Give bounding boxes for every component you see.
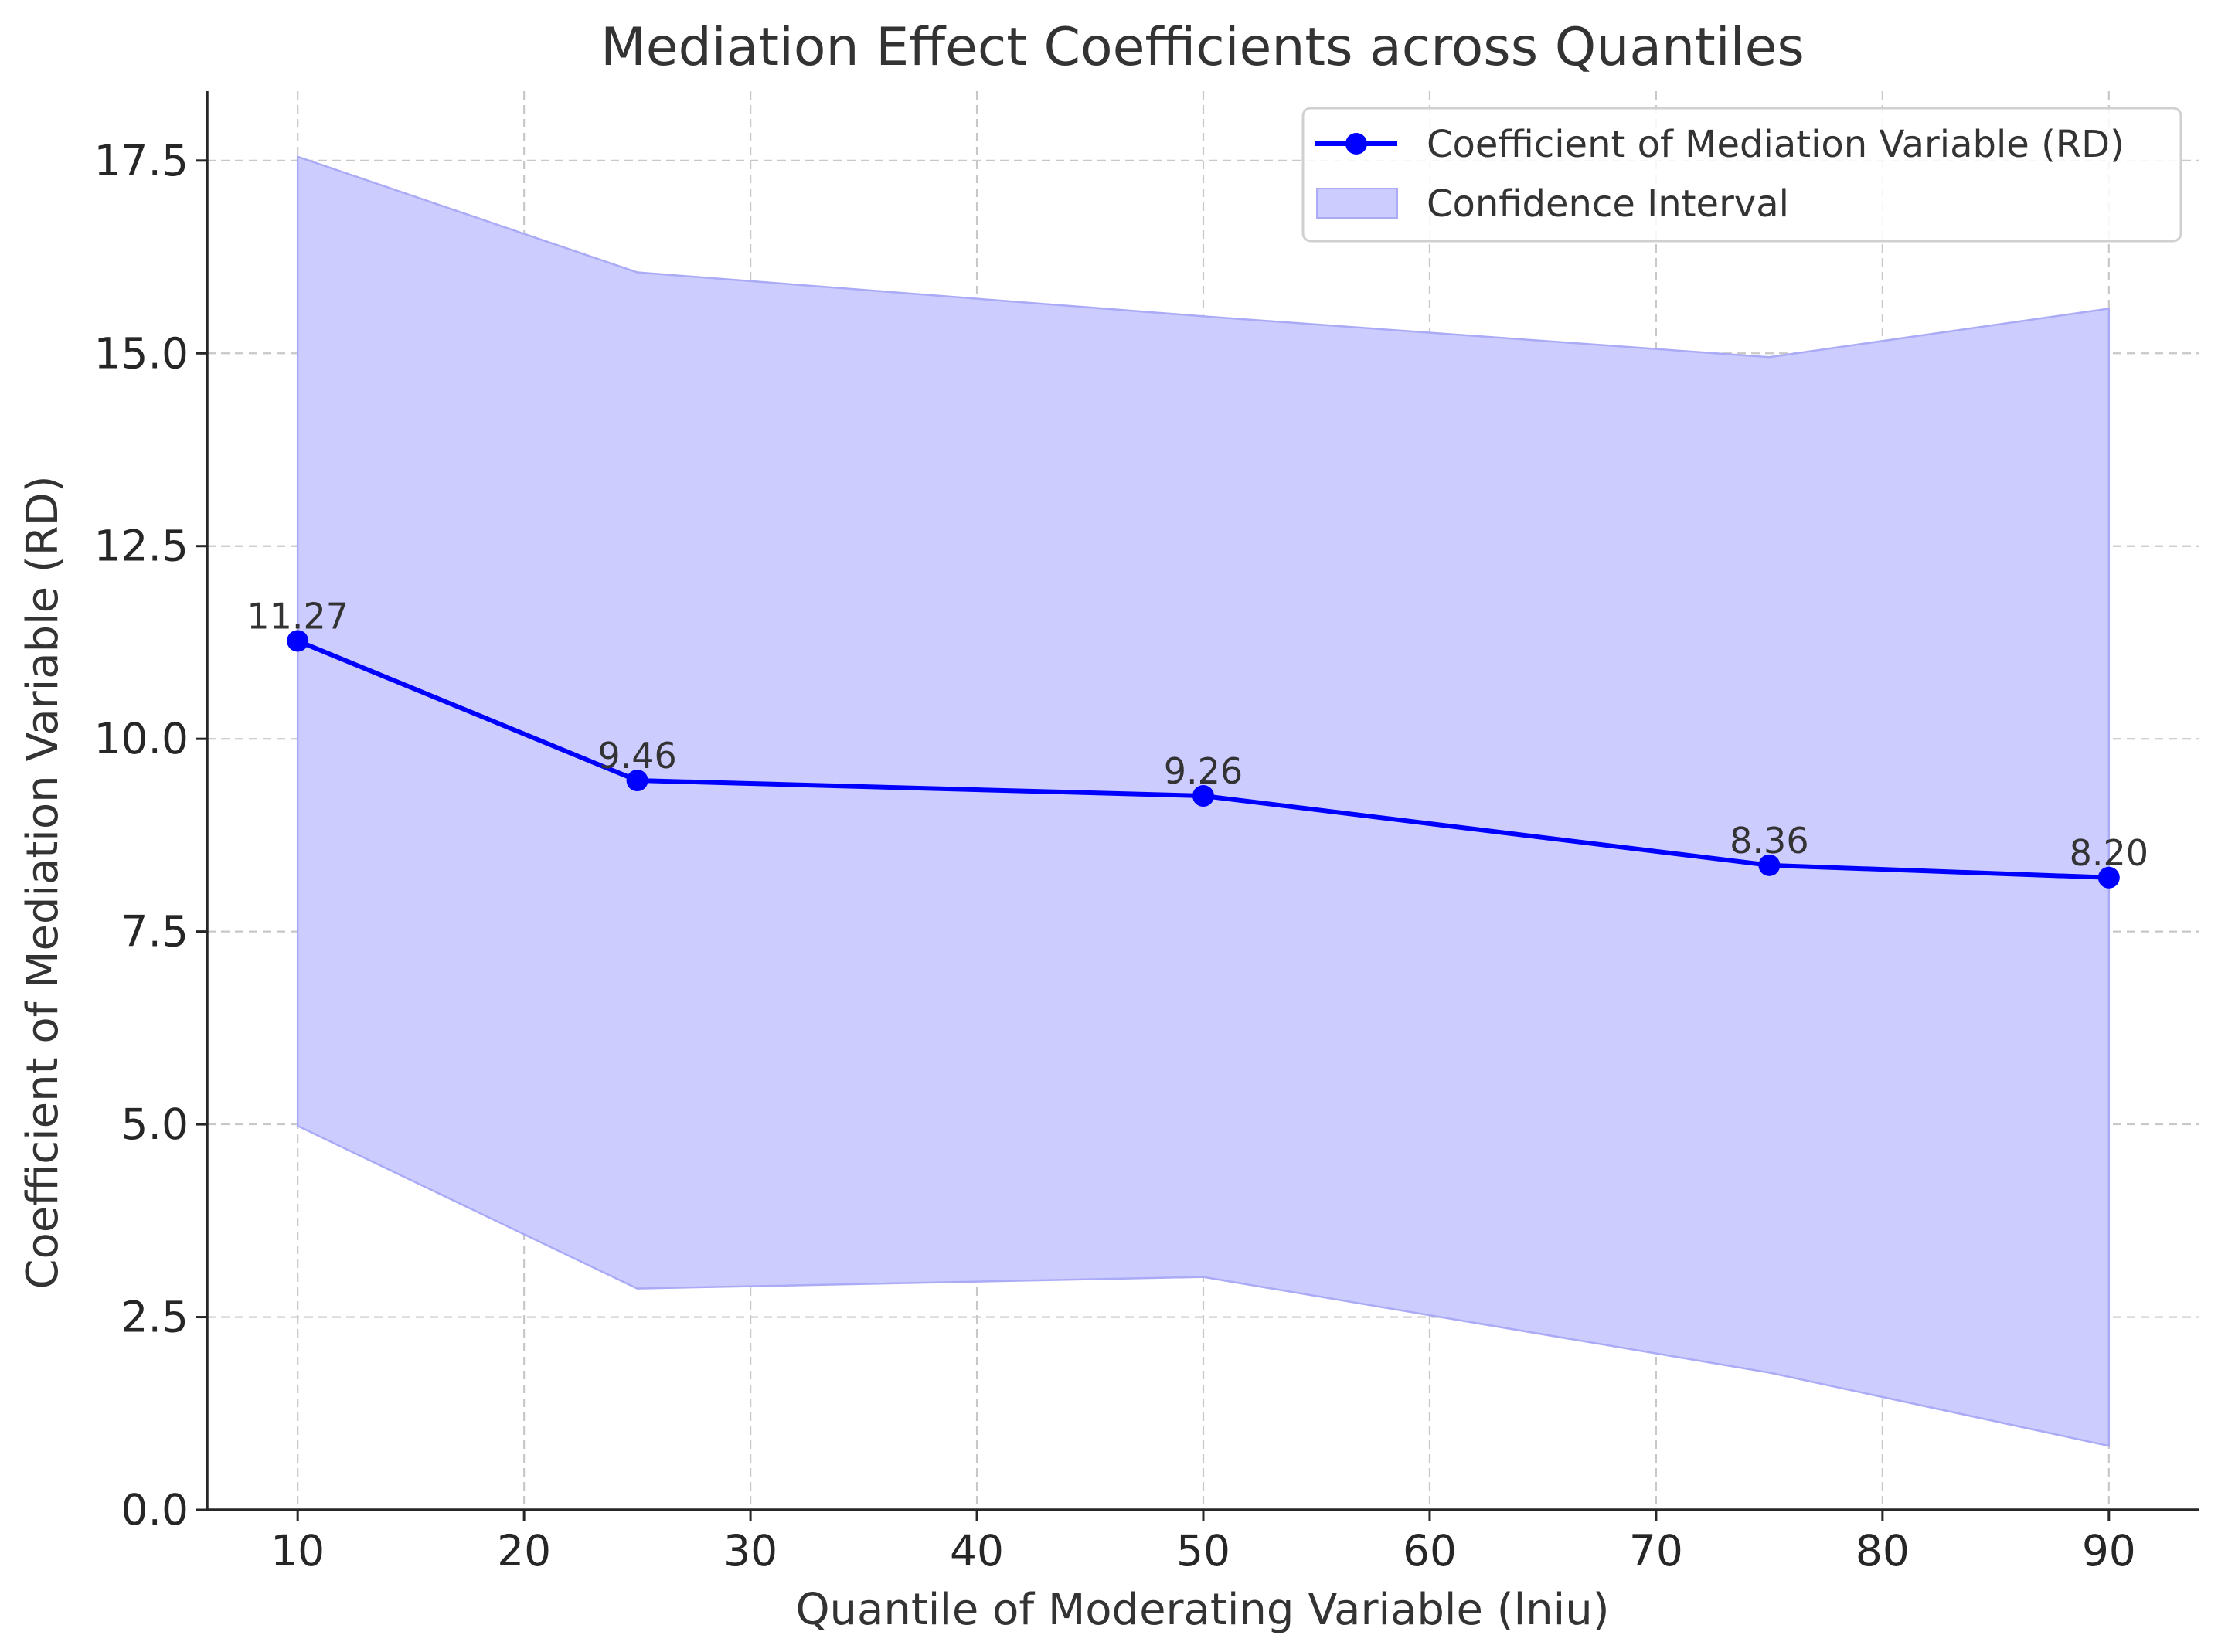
x-tick-label: 50 <box>1176 1526 1230 1576</box>
y-axis-label: Coefficient of Mediation Variable (RD) <box>18 475 68 1289</box>
x-tick-label: 40 <box>950 1526 1004 1576</box>
y-tick-label: 12.5 <box>94 522 189 571</box>
chart-title: Mediation Effect Coefficients across Qua… <box>600 17 1805 78</box>
data-point <box>1758 854 1781 876</box>
legend: Coefficient of Mediation Variable (RD) C… <box>1301 107 2182 243</box>
data-labels: 11.27 9.46 9.26 8.36 8.20 <box>247 595 2148 873</box>
x-tick-label: 30 <box>723 1526 777 1576</box>
y-tick-label: 2.5 <box>121 1293 189 1342</box>
x-tick-label: 90 <box>2082 1526 2136 1576</box>
y-tick-label: 5.0 <box>121 1100 189 1149</box>
data-point <box>626 770 648 792</box>
ticks: 10 20 30 40 50 60 70 80 90 0.0 2.5 5.0 7.5 10.0 12.5 15… <box>94 136 2136 1576</box>
legend-box <box>1301 107 2182 243</box>
data-label: 11.27 <box>247 595 349 637</box>
y-tick-label: 7.5 <box>121 907 189 957</box>
data-label: 9.46 <box>597 735 676 777</box>
data-point <box>2097 866 2120 889</box>
data-label: 8.36 <box>1730 820 1808 862</box>
data-point <box>287 630 309 652</box>
legend-series-label: Coefficient of Mediation Variable (RD) <box>1427 123 2124 166</box>
data-point <box>1192 785 1214 807</box>
legend-ci-label: Confidence Interval <box>1427 182 1789 226</box>
x-axis-label: Quantile of Moderating Variable (lniu) <box>795 1585 1609 1635</box>
series-group <box>287 630 2120 889</box>
data-label: 8.20 <box>2070 832 2148 874</box>
legend-marker-swatch <box>1345 133 1367 155</box>
y-tick-label: 17.5 <box>94 136 189 185</box>
x-tick-label: 20 <box>497 1526 551 1576</box>
y-tick-label: 10.0 <box>94 714 189 763</box>
x-tick-label: 80 <box>1856 1526 1910 1576</box>
y-tick-label: 15.0 <box>94 328 189 378</box>
data-label: 9.26 <box>1164 750 1243 792</box>
legend-ci-swatch <box>1316 188 1398 219</box>
x-tick-label: 70 <box>1629 1526 1683 1576</box>
x-tick-label: 60 <box>1403 1526 1457 1576</box>
x-tick-label: 10 <box>270 1526 325 1576</box>
y-tick-label: 0.0 <box>121 1485 189 1535</box>
